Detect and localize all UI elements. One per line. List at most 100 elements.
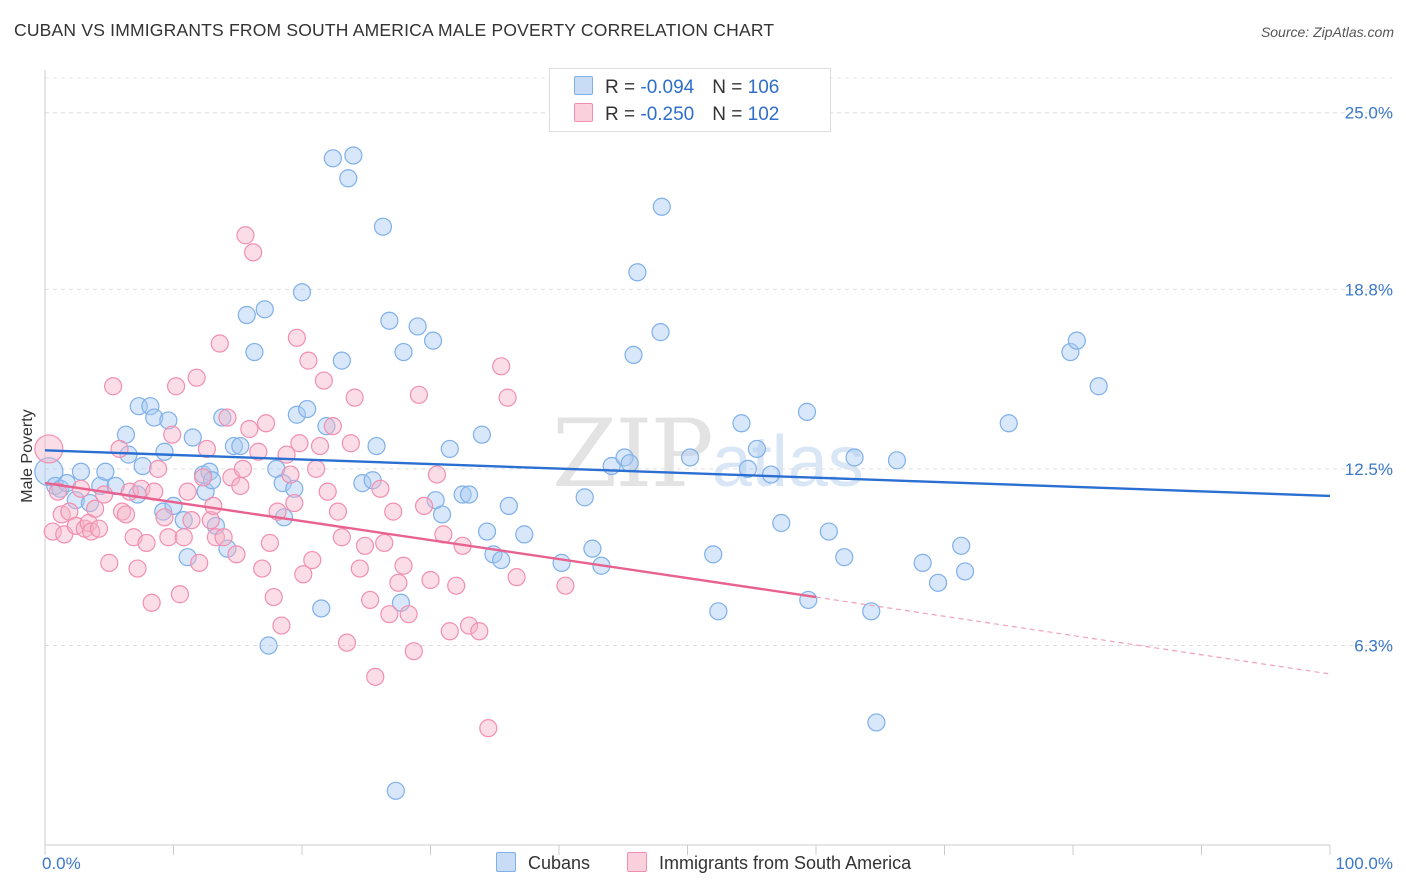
immigrants-point — [170, 585, 190, 604]
immigrants-point — [285, 493, 304, 513]
immigrants-point — [193, 468, 213, 487]
immigrants-point — [427, 465, 447, 484]
immigrants-point — [272, 616, 291, 635]
legend-n-value: 102 — [747, 104, 780, 125]
y-tick-label: 12.5% — [1345, 460, 1393, 479]
immigrants-point — [218, 408, 237, 427]
cubans-point — [499, 496, 518, 516]
immigrants-point — [414, 496, 434, 516]
chart-title: CUBAN VS IMMIGRANTS FROM SOUTH AMERICA M… — [14, 20, 775, 40]
cubans-point — [373, 217, 393, 236]
cubans-point — [1061, 342, 1080, 362]
cubans-point — [66, 491, 85, 510]
immigrants-point — [116, 505, 136, 524]
immigrants-point — [290, 434, 309, 453]
legend-r-label: R = — [605, 77, 641, 98]
immigrants-point — [233, 459, 252, 478]
cubans-point — [761, 465, 781, 484]
cubans-point — [583, 539, 602, 558]
immigrants-point — [294, 565, 313, 584]
cubans-point — [651, 323, 670, 342]
cubans-point — [386, 781, 405, 800]
legend-n-label: N = — [712, 104, 748, 125]
immigrants-point — [110, 439, 129, 459]
cubans-point — [183, 428, 202, 447]
cubans-point — [259, 636, 278, 655]
immigrants-point — [104, 377, 123, 396]
immigrants-point — [328, 502, 348, 521]
cubans-point — [867, 713, 886, 732]
cubans-point — [154, 502, 173, 521]
immigrants-point — [166, 377, 186, 396]
immigrants-point — [421, 570, 440, 590]
immigrants-point — [148, 459, 168, 478]
cubans-point — [71, 462, 91, 481]
immigrants-point — [137, 533, 156, 553]
cubans-point — [432, 505, 452, 524]
immigrants-point — [210, 334, 229, 353]
cubans-point — [224, 436, 243, 456]
cubans-point — [819, 522, 838, 541]
cubans-point — [928, 573, 948, 592]
immigrants-trend-line — [44, 481, 817, 599]
immigrants-point — [190, 553, 209, 572]
cubans-point — [704, 545, 723, 564]
immigrants-point — [337, 633, 357, 652]
immigrants-point — [314, 371, 333, 390]
immigrants-point — [236, 226, 255, 245]
immigrants-point — [214, 528, 233, 547]
cubans-point — [738, 459, 757, 478]
immigrants-point — [375, 533, 394, 553]
cubans-point — [862, 602, 881, 621]
cubans-point — [624, 345, 643, 365]
cubans-point — [459, 485, 479, 504]
cubans-point — [231, 436, 250, 456]
immigrants-point — [440, 622, 459, 641]
immigrants-point — [470, 622, 489, 641]
immigrants-point — [281, 465, 300, 484]
immigrants-point — [206, 528, 226, 547]
immigrants-point — [86, 499, 105, 518]
immigrants-trend-extension — [815, 596, 1331, 675]
cubans-point — [1089, 377, 1108, 396]
cubans-point — [323, 149, 342, 168]
legend-swatch-cubans — [574, 76, 593, 95]
immigrants-point — [197, 439, 217, 459]
cubans-point — [423, 331, 443, 350]
immigrants-point — [34, 434, 64, 464]
immigrants-point — [201, 511, 220, 530]
immigrants-point — [260, 533, 279, 553]
cubans-point — [472, 425, 491, 444]
legend-r-value: -0.094 — [640, 77, 695, 98]
cubans-point — [515, 525, 534, 544]
cubans-point — [237, 305, 256, 325]
immigrants-point — [303, 550, 322, 570]
cubans-point — [772, 513, 791, 533]
immigrants-point — [95, 485, 114, 504]
immigrants-point — [163, 425, 182, 444]
legend-swatch-immigrants — [574, 103, 593, 122]
y-tick-label: 6.3% — [1354, 637, 1393, 656]
immigrants-point — [399, 605, 418, 624]
cubans-point — [955, 562, 975, 581]
immigrants-point — [256, 414, 276, 433]
immigrants-point — [361, 590, 380, 610]
immigrants-point — [447, 576, 466, 595]
cubans-point — [732, 414, 751, 433]
cubans-point — [709, 602, 728, 621]
cubans-point — [80, 493, 100, 513]
cubans-point — [178, 548, 197, 567]
cubans-point — [887, 451, 907, 470]
cubans-point — [747, 439, 766, 459]
cubans-point — [492, 550, 511, 570]
cubans-point — [680, 448, 700, 467]
immigrants-point — [459, 616, 479, 635]
cubans-point — [552, 553, 571, 572]
cubans-point — [952, 536, 971, 555]
cubans-point — [292, 283, 312, 302]
series-legend-label: Immigrants from South America — [659, 853, 912, 873]
immigrants-point — [310, 436, 330, 456]
cubans-point — [652, 197, 671, 216]
cubans-point — [312, 599, 331, 618]
